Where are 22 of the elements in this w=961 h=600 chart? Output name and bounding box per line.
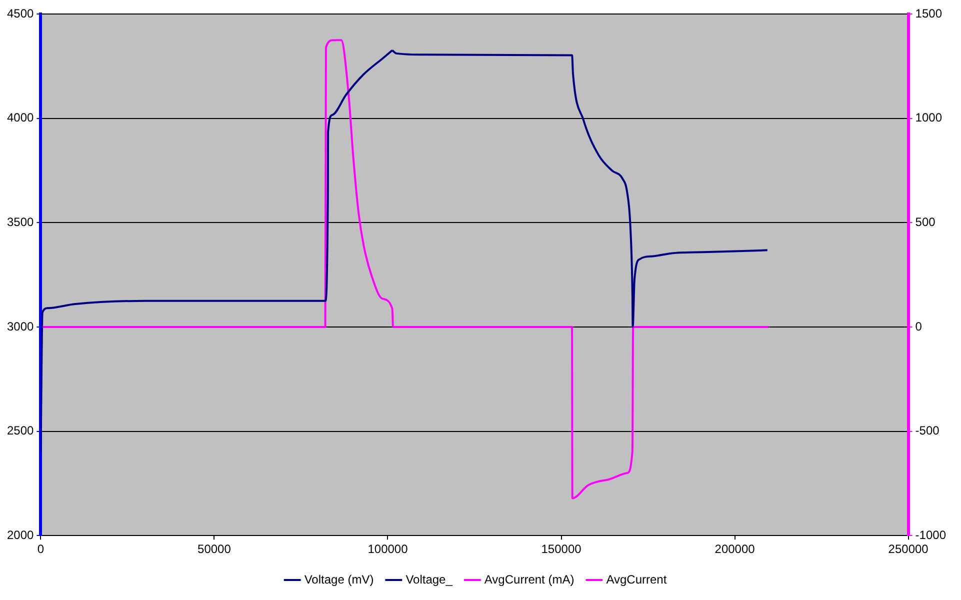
y2-tick-label: 0 (915, 319, 922, 334)
x-tick-label: 100000 (368, 542, 408, 556)
x-tick-label: 50000 (198, 542, 232, 556)
y-tick-label: 4500 (6, 6, 34, 20)
legend-label: AvgCurrent (606, 572, 668, 586)
y2-tick-label: 1500 (915, 6, 942, 20)
y2-tick-label: -500 (915, 424, 940, 438)
y-tick-label: 3500 (6, 214, 34, 229)
x-tick-label: 250000 (888, 542, 929, 556)
x-tick-label: 0 (37, 542, 44, 556)
y2-tick-label: -1000 (915, 528, 946, 542)
x-tick-label: 200000 (714, 542, 756, 556)
x-tick-label: 150000 (541, 542, 582, 556)
y-tick-label: 4000 (6, 110, 34, 125)
legend-label: Voltage (mV) (304, 572, 374, 586)
y2-tick-label: 1000 (915, 110, 942, 125)
y2-tick-label: 500 (915, 214, 936, 229)
y-tick-label: 3000 (6, 319, 34, 334)
y-tick-label: 2500 (6, 424, 34, 438)
y-tick-label: 2000 (6, 528, 34, 542)
legend-label: AvgCurrent (mA) (484, 572, 574, 586)
legend-label: Voltage_ (406, 572, 453, 586)
